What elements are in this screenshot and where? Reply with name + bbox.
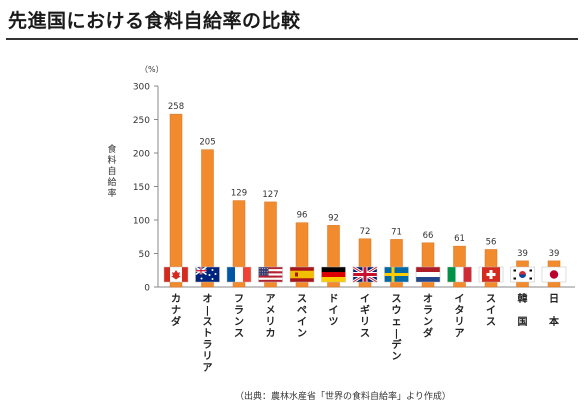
germany-flag (321, 266, 346, 283)
x-tick-label: イギリス (360, 293, 370, 340)
bar-2 (201, 149, 214, 288)
italy-flag (447, 266, 472, 283)
x-tick-label: アメリカ (266, 293, 276, 340)
bar-value-label: 39 (517, 249, 528, 259)
source-note: （出典：農林水産省「世界の食料自給率」より作成） (235, 392, 451, 402)
bar-1 (169, 113, 183, 288)
x-tick-label: ドイツ (329, 293, 339, 328)
x-tick-label: スイス (486, 293, 496, 328)
y-tick-label: 50 (139, 250, 151, 260)
bar-value-label: 205 (199, 138, 215, 148)
x-tick-label: 韓 国 (518, 292, 528, 328)
y-tick-label: 200 (133, 150, 150, 160)
bar-value-label: 71 (391, 227, 402, 237)
bar-value-label: 61 (454, 234, 465, 244)
netherlands-flag (415, 266, 441, 283)
bar-value-label: 72 (360, 227, 371, 237)
canada-flag (163, 266, 189, 283)
sweden-flag (384, 266, 409, 283)
x-tick-label: オランダ (423, 293, 433, 340)
south-korea-flag (510, 266, 535, 283)
x-tick-label: スウェ|デン (392, 293, 403, 363)
bar-value-label: 66 (423, 231, 434, 241)
bar-4 (264, 201, 277, 288)
x-tick-label: フランス (234, 293, 244, 340)
x-tick-label: カナダ (171, 293, 181, 328)
bar-value-label: 92 (328, 213, 339, 223)
usa-flag (258, 266, 283, 283)
page-title: 先進国における食料自給率の比較 (8, 10, 301, 32)
france-flag (226, 266, 252, 283)
y-tick-label: 300 (133, 83, 150, 93)
bar-value-label: 258 (168, 102, 184, 112)
y-tick-label: 250 (133, 116, 150, 126)
bar-value-label: 39 (549, 249, 560, 259)
spain-flag (289, 266, 315, 283)
y-axis-label: 食料自給率 (107, 143, 116, 199)
bar-value-label: 129 (231, 189, 247, 199)
x-tick-label: オ|ストラリア (203, 293, 213, 374)
x-tick-label: イタリア (455, 293, 465, 340)
x-tick-label: 日 本 (549, 293, 560, 328)
y-tick-label: 100 (133, 217, 150, 227)
y-unit-label: （%） (140, 65, 164, 74)
bar-3 (232, 200, 246, 288)
x-tick-label: スペイン (297, 293, 307, 340)
title-divider (6, 38, 578, 40)
y-tick-label: 0 (144, 284, 150, 294)
uk-flag (352, 265, 378, 284)
australia-flag (195, 266, 220, 283)
bar-value-label: 56 (486, 237, 497, 247)
y-tick-label: 150 (133, 183, 150, 193)
bar-value-label: 96 (297, 211, 308, 221)
japan-flag (541, 266, 567, 283)
bar-value-label: 127 (262, 190, 278, 200)
switzerland-flag (478, 266, 504, 283)
